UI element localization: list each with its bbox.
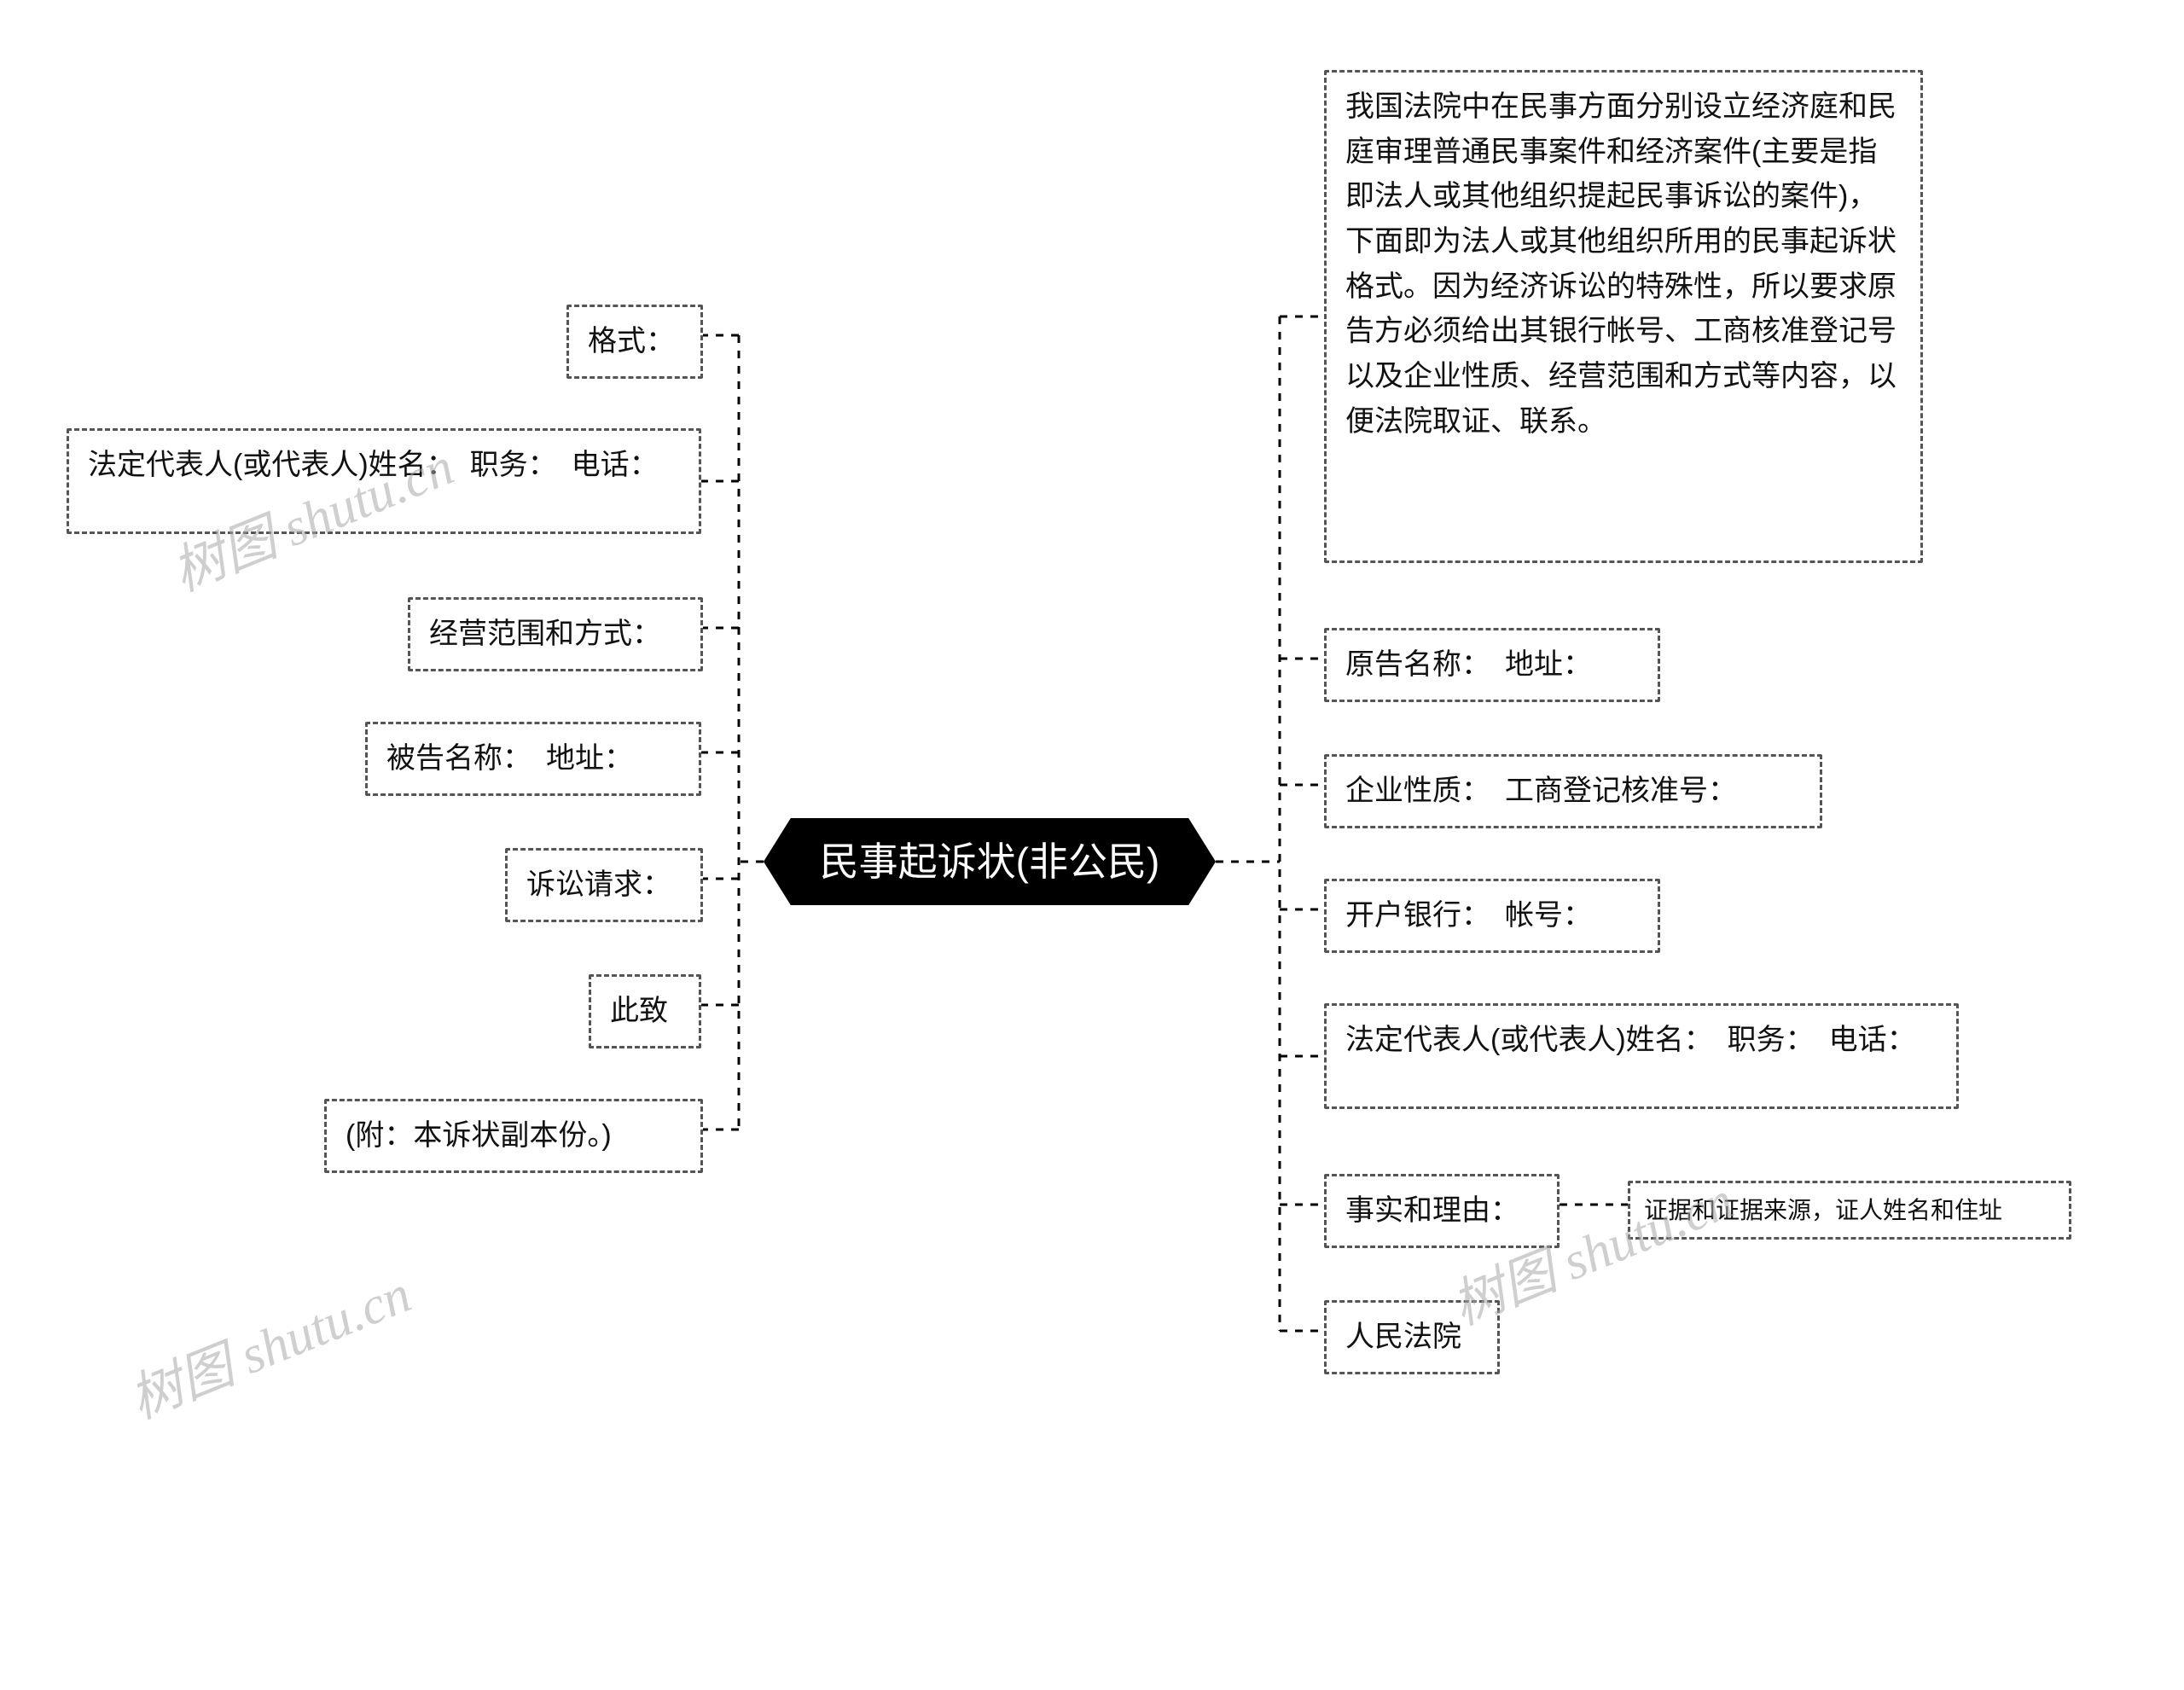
node-defendant: 被告名称： 地址：	[365, 722, 701, 796]
node-enterprise-nature: 企业性质： 工商登记核准号：	[1324, 754, 1822, 828]
node-evidence-sub: 证据和证据来源，证人姓名和住址	[1628, 1181, 2071, 1240]
node-intro-paragraph: 我国法院中在民事方面分别设立经济庭和民庭审理普通民事案件和经济案件(主要是指即法…	[1324, 70, 1923, 563]
node-sincerely: 此致	[589, 974, 701, 1048]
center-node: 民事起诉状(非公民)	[764, 818, 1216, 905]
node-legal-rep-left: 法定代表人(或代表人)姓名： 职务： 电话：	[67, 428, 701, 534]
node-attachment: (附：本诉状副本份。)	[324, 1099, 703, 1173]
node-bank: 开户银行： 帐号：	[1324, 879, 1660, 953]
node-facts-reasons: 事实和理由：	[1324, 1174, 1560, 1248]
mindmap-canvas: 民事起诉状(非公民) 格式： 法定代表人(或代表人)姓名： 职务： 电话： 经营…	[0, 0, 2184, 1690]
node-business-scope: 经营范围和方式：	[408, 597, 703, 671]
node-legal-rep-right: 法定代表人(或代表人)姓名： 职务： 电话：	[1324, 1003, 1959, 1109]
node-plaintiff: 原告名称： 地址：	[1324, 628, 1660, 702]
node-claims: 诉讼请求：	[505, 848, 703, 922]
node-format: 格式：	[566, 305, 703, 379]
node-court: 人民法院	[1324, 1300, 1500, 1374]
watermark: 树图 shutu.cn	[116, 1251, 420, 1433]
